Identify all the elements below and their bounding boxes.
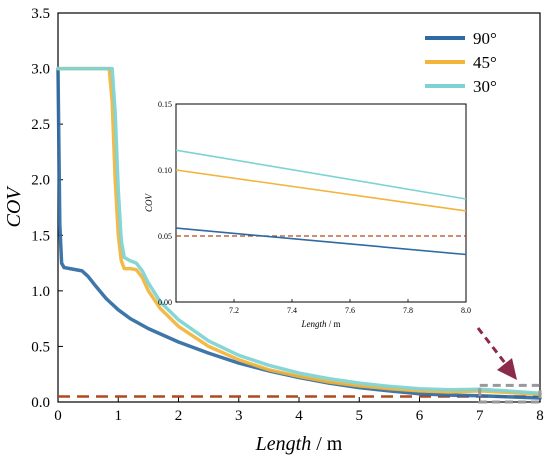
inset-series-line-0 (175, 227, 467, 256)
x-tick-label: 7 (476, 408, 484, 424)
y-tick-label: 0.5 (31, 339, 50, 355)
x-tick-label: 2 (175, 408, 183, 424)
legend-label-1: 45° (473, 53, 497, 72)
series-line-2 (56, 66, 542, 396)
y-tick-label: 1.5 (31, 228, 50, 244)
zoom-arrow-head (497, 358, 517, 380)
inset-y-tick-label: 0.10 (158, 166, 172, 175)
x-axis-title: Length / m (255, 433, 343, 455)
x-tick-label: 3 (235, 408, 243, 424)
x-axis-title-unit: / m (311, 433, 343, 455)
inset-x-axis-title-name: Length (300, 319, 327, 329)
inset-y-tick-label: 0.00 (158, 298, 172, 307)
series-line-1 (56, 66, 542, 396)
y-tick-label: 2.0 (31, 173, 50, 189)
inset-x-tick-label: 7.8 (403, 306, 413, 315)
inset-x-tick-label: 7.4 (287, 306, 297, 315)
inset-series-line-2 (175, 149, 467, 200)
zoom-region-box (478, 383, 542, 404)
y-tick-label: 0.0 (31, 395, 50, 411)
legend-label-0: 90° (473, 29, 497, 48)
x-tick-label: 0 (54, 408, 62, 424)
legend-label-2: 30° (473, 77, 497, 96)
inset-x-tick-label: 8.0 (461, 306, 471, 315)
inset-x-axis-title-unit: / m (327, 319, 341, 329)
x-tick-label: 6 (416, 408, 424, 424)
y-tick-label: 3.0 (31, 62, 50, 78)
x-tick-label: 8 (536, 408, 544, 424)
inset-x-tick-label: 7.2 (229, 306, 239, 315)
main-plot: 0 1 2 3 4 5 6 7 8 0.0 0.5 1.0 1.5 2.0 2.5 3.0 3.5 Length … (3, 6, 544, 455)
series-line-0 (56, 66, 542, 400)
y-tick-label: 2.5 (31, 117, 50, 133)
inset-y-tick-label: 0.05 (158, 232, 172, 241)
x-tick-label: 5 (356, 408, 364, 424)
y-tick-label: 3.5 (31, 6, 50, 22)
y-tick-label: 1.0 (31, 284, 50, 300)
inset-x-tick-label: 7.6 (345, 306, 355, 315)
zoom-arrow-shaft (476, 327, 507, 364)
x-tick-label: 1 (115, 408, 123, 424)
inset-y-tick-label: 0.15 (158, 100, 172, 109)
inset-series-line-1 (175, 169, 467, 212)
inset-y-axis-title: COV (144, 192, 154, 212)
y-axis-title: COV (3, 185, 25, 228)
x-tick-label: 4 (295, 408, 303, 424)
x-axis-title-name: Length (255, 433, 312, 455)
inset-frame (175, 103, 467, 303)
inset-x-axis-title: Length / m (300, 319, 340, 329)
inset-plot: 7.2 7.4 7.6 7.8 8.0 0.00 0.05 0.10 0.15 Length / … (144, 100, 471, 329)
